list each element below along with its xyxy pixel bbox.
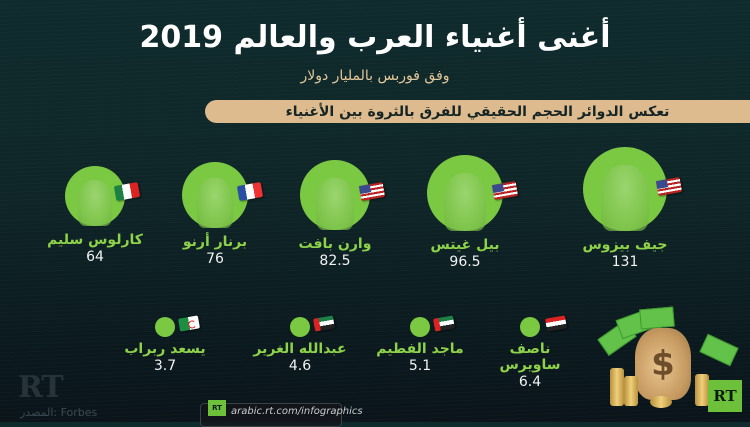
wealth-value: 96.5 — [449, 254, 481, 270]
person-name: وارن بافت — [298, 236, 372, 252]
person-bezos: جيف بيزوس 131 — [565, 147, 685, 270]
person-sawiris: ناصف ساويرس 6.4 — [480, 315, 580, 390]
wealth-value: 82.5 — [319, 253, 351, 269]
person-name: ناصف ساويرس — [499, 341, 561, 373]
wealth-circle — [583, 147, 683, 231]
rt-watermark: RT — [18, 370, 64, 405]
dz-flag-icon — [178, 315, 200, 332]
person-name: جيف بيزوس — [582, 237, 668, 253]
dollar-bag-icon: $ — [635, 328, 691, 400]
wealth-value: 64 — [86, 249, 104, 265]
mx-flag-icon — [113, 182, 141, 201]
portrait — [78, 180, 112, 226]
wealth-circle — [300, 160, 386, 230]
rt-logo-icon: RT — [208, 400, 226, 416]
source-label: المصدر: Forbes — [20, 406, 98, 419]
wealth-value: 131 — [611, 254, 639, 270]
portrait — [316, 178, 354, 230]
wealth-value: 5.1 — [408, 358, 432, 374]
wealth-circle — [182, 162, 264, 228]
person-name: عبدالله الغرير — [253, 341, 347, 357]
person-arnault: برنار أرنو 76 — [165, 162, 265, 267]
rt-logo-corner: RT — [708, 380, 742, 412]
wealth-value: 76 — [206, 251, 224, 267]
ae-flag-icon — [433, 315, 455, 332]
url-link[interactable]: arabic.rt.com/infographics — [231, 406, 363, 417]
person-rebrab: يسعد ربراب 3.7 — [115, 315, 215, 374]
person-name: برنار أرنو — [182, 234, 248, 250]
portrait — [601, 165, 649, 231]
person-gates: بيل غيتس 96.5 — [410, 155, 520, 270]
us-flag-icon — [491, 181, 519, 200]
portrait — [197, 178, 233, 228]
fr-flag-icon — [236, 182, 264, 201]
us-flag-icon — [655, 177, 683, 196]
person-name: بيل غيتس — [430, 237, 500, 253]
wealth-circle — [410, 315, 455, 337]
person-futtaim: ماجد الفطيم 5.1 — [370, 315, 470, 374]
wealth-circle — [427, 155, 519, 231]
person-buffett: وارن بافت 82.5 — [285, 160, 386, 269]
person-name: ماجد الفطيم — [376, 341, 464, 357]
wealth-circle — [65, 166, 141, 226]
person-name: يسعد ربراب — [124, 341, 206, 357]
page-subtitle: وفق فوربس بالمليار دولار — [300, 68, 450, 84]
info-banner: تعكس الدوائر الحجم الحقيقي للفرق بالثروة… — [205, 100, 750, 123]
wealth-circle — [155, 315, 200, 337]
banner-text: تعكس الدوائر الحجم الحقيقي للفرق بالثروة… — [285, 103, 670, 120]
wealth-value: 3.7 — [153, 358, 177, 374]
portrait — [444, 173, 486, 231]
wealth-value: 6.4 — [518, 374, 542, 390]
person-slim: كارلوس سليم 64 — [45, 166, 145, 265]
wealth-circle — [520, 315, 567, 337]
eg-flag-icon — [545, 315, 567, 332]
page-title: أغنى أغنياء العرب والعالم 2019 — [139, 20, 611, 55]
wealth-circle — [290, 315, 335, 337]
person-name: كارلوس سليم — [47, 232, 143, 248]
person-ghurair: عبدالله الغرير 4.6 — [250, 315, 350, 374]
wealth-value: 4.6 — [288, 358, 312, 374]
ae-flag-icon — [313, 315, 335, 332]
url-badge[interactable]: RT arabic.rt.com/infographics — [200, 400, 363, 427]
us-flag-icon — [358, 182, 386, 201]
